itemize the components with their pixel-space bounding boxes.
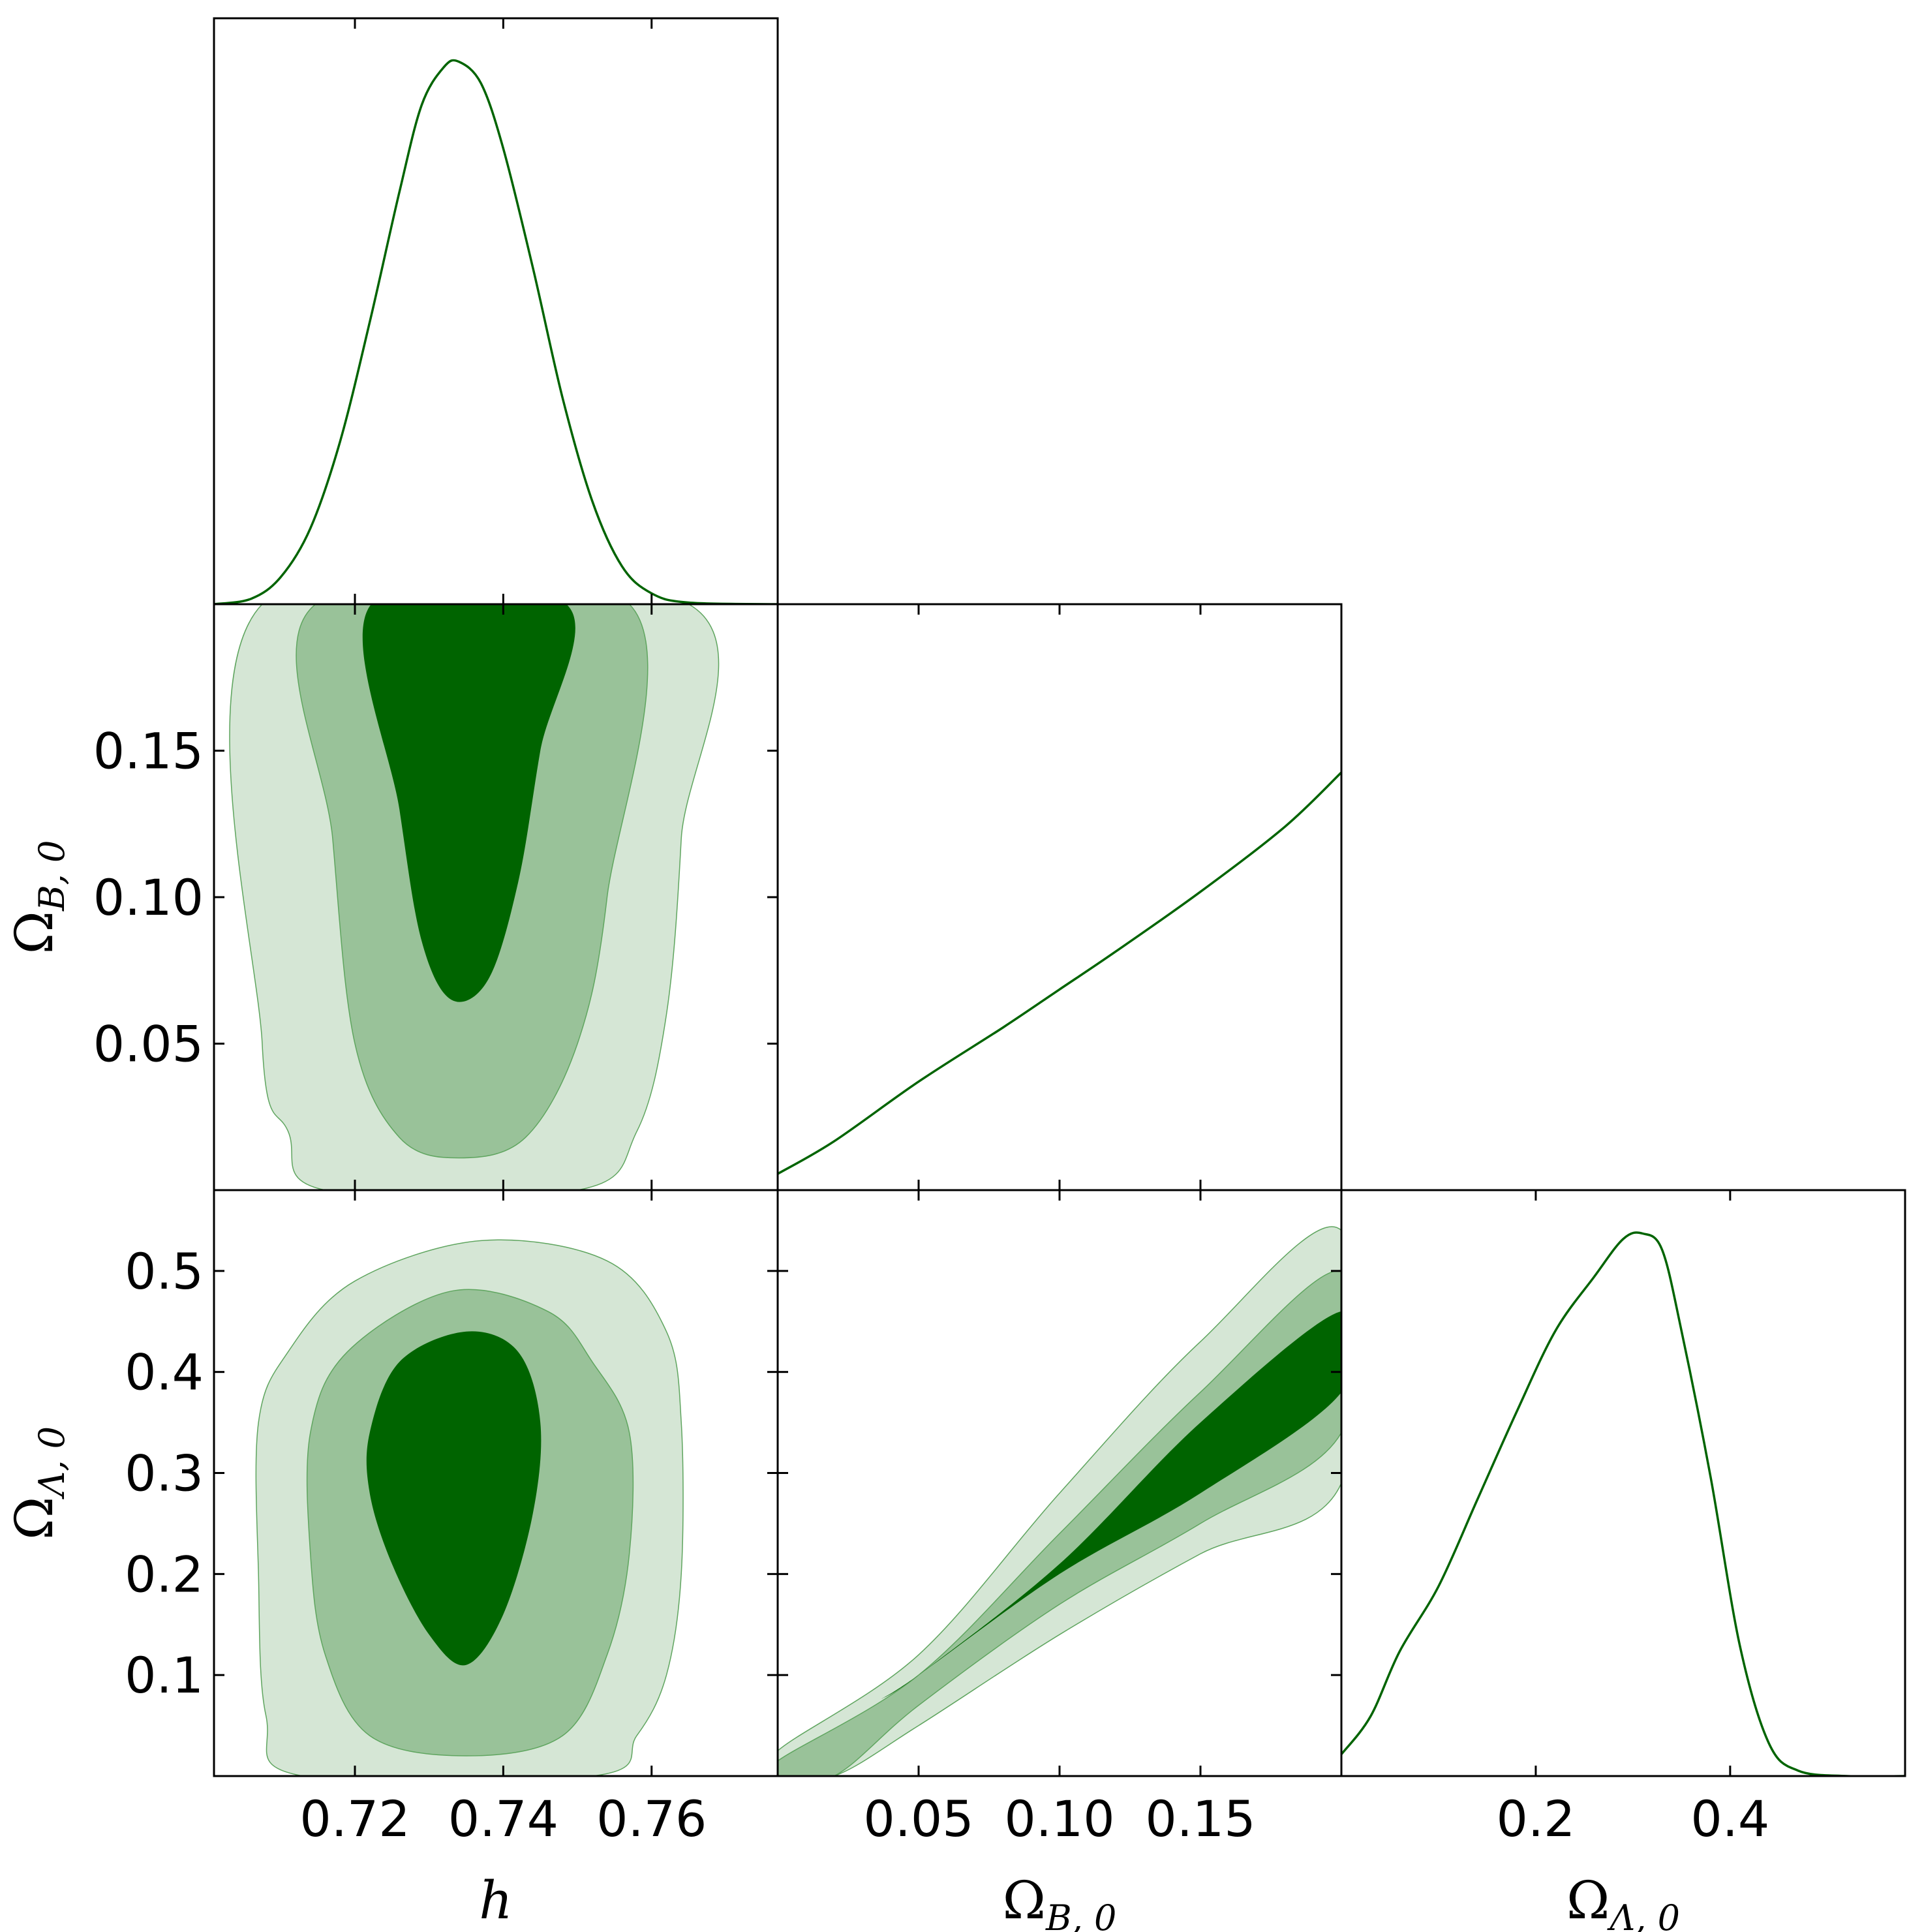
contour-68-region bbox=[874, 1311, 1341, 1704]
y-tick-label: 0.3 bbox=[125, 1445, 204, 1503]
x-tick-label: 0.4 bbox=[1690, 1790, 1769, 1848]
contour-panel-h-omega_l0 bbox=[255, 1239, 684, 1776]
y-tick-label: 0.5 bbox=[125, 1242, 204, 1300]
y-tick-label: 0.4 bbox=[125, 1343, 204, 1402]
y-tick-label: 0.15 bbox=[93, 722, 204, 780]
contour-99-region bbox=[778, 1226, 1341, 1776]
x-tick-label: 0.10 bbox=[1004, 1790, 1114, 1848]
tick-layer bbox=[214, 18, 1732, 1776]
marginal-curve-omega_l0 bbox=[1341, 1231, 1905, 1776]
x-tick-label: 0.15 bbox=[1145, 1790, 1255, 1848]
contour-fill-layer bbox=[229, 604, 1341, 1776]
x-axis-label-omega_l0: ΩΛ, 0 bbox=[1566, 1870, 1680, 1932]
y-tick-label: 0.1 bbox=[125, 1646, 204, 1704]
contour-68-region bbox=[362, 604, 575, 1002]
contour-95-region bbox=[778, 1270, 1341, 1776]
contour-68-region bbox=[366, 1331, 542, 1666]
y-tick-label: 0.2 bbox=[125, 1545, 204, 1603]
y-axis-label-omega_l0: ΩΛ, 0 bbox=[4, 1426, 72, 1540]
panel-frame-2-2 bbox=[1340, 1189, 1906, 1777]
x-axis-label-omega_b0: ΩB, 0 bbox=[1003, 1870, 1117, 1932]
x-tick-label: 0.74 bbox=[448, 1790, 558, 1848]
x-axis-label-h: h bbox=[479, 1870, 513, 1931]
y-tick-label: 0.05 bbox=[93, 1015, 204, 1073]
x-tick-label: 0.2 bbox=[1496, 1790, 1575, 1848]
x-tick-label: 0.72 bbox=[299, 1790, 410, 1848]
x-tick-label: 0.05 bbox=[863, 1790, 973, 1848]
marginal-curve-omega_b0 bbox=[778, 771, 1341, 1175]
marginal-curve-h bbox=[214, 59, 778, 604]
label-layer: 0.72 0.74 0.76 0.05 0.10 0.15 0.2 0.4 0.05 0.10 0.… bbox=[4, 722, 1769, 1932]
x-tick-label: 0.76 bbox=[596, 1790, 707, 1848]
panel-frame-0-0 bbox=[213, 17, 779, 606]
y-tick-label: 0.10 bbox=[93, 868, 204, 927]
panel-frame-1-1 bbox=[776, 603, 1343, 1191]
marginal-line-layer bbox=[214, 59, 1905, 1776]
y-axis-label-omega_b0: ΩB, 0 bbox=[4, 840, 72, 955]
contour-panel-omega_b0-omega_l0 bbox=[778, 1226, 1341, 1776]
contour-panel-h-omega_b0 bbox=[229, 604, 720, 1190]
